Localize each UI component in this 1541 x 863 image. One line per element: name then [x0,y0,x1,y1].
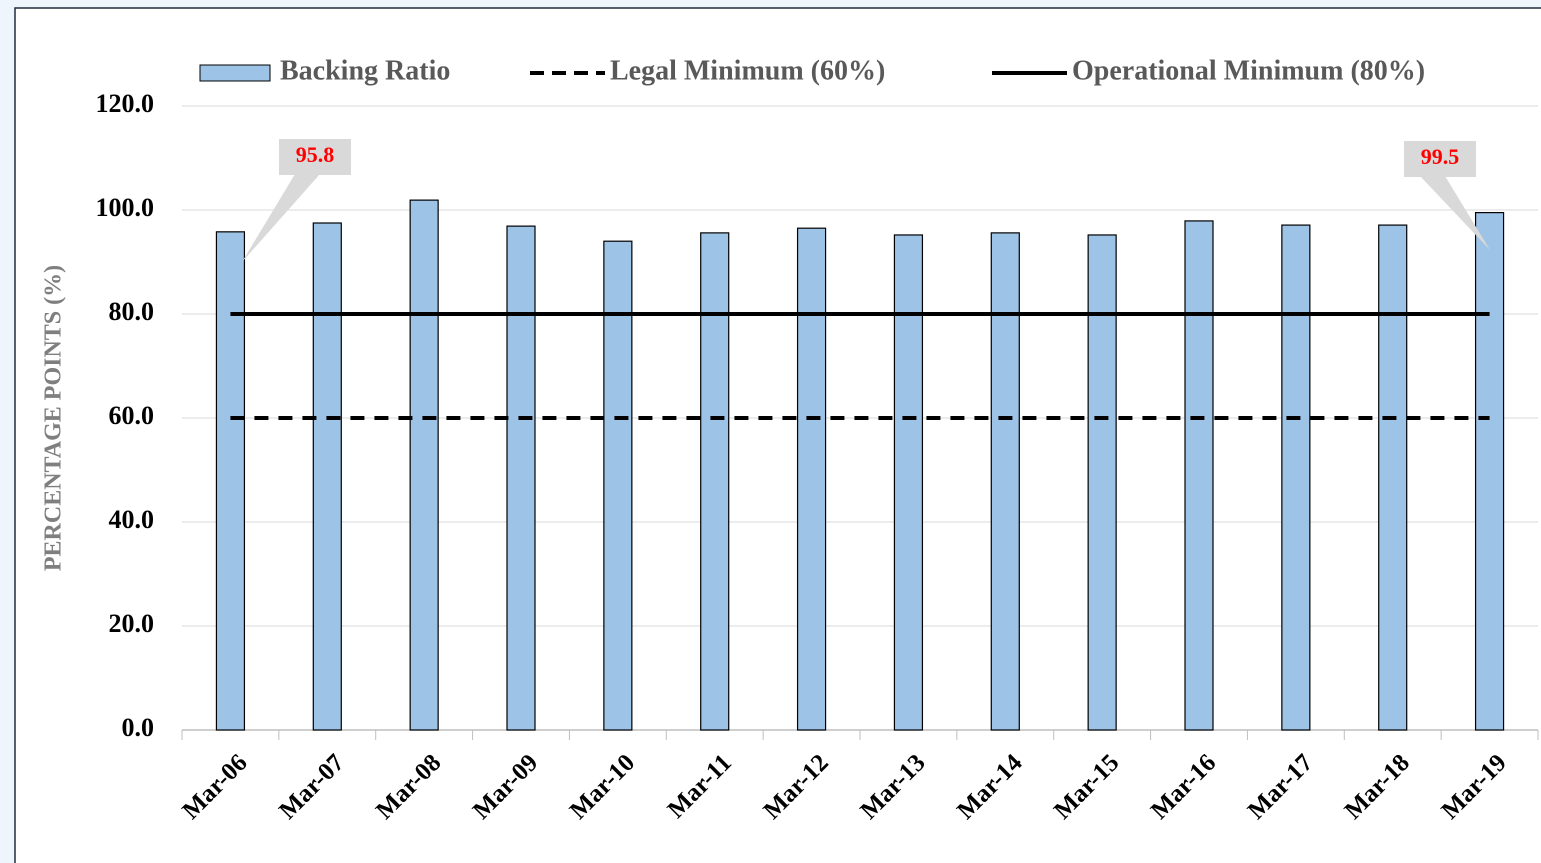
bar [796,227,827,731]
bar [1087,234,1117,731]
data-label: 99.5 [1421,144,1460,169]
bar [1474,212,1505,731]
bar [1184,220,1214,731]
bar [409,199,439,731]
y-tick-label: 0.0 [122,713,155,742]
y-tick-label: 20.0 [109,609,155,638]
legend-swatch [199,64,271,82]
bar [990,232,1020,731]
callout-box [279,139,351,175]
y-axis-title: PERCENTAGE POINTS (%) [41,265,67,571]
bar [603,240,633,731]
callout-box [1404,141,1476,177]
bar [1378,224,1408,731]
bar [893,234,924,731]
data-label: 95.8 [296,142,335,167]
callout-pointer [242,174,320,262]
bar [506,225,536,731]
bar [215,231,246,731]
bar [700,232,730,731]
callout-pointer [1420,176,1490,250]
y-tick-label: 100.0 [96,193,155,222]
y-tick-label: 40.0 [109,505,155,534]
legend-label: Operational Minimum (80%) [1072,55,1425,86]
y-tick-label: 120.0 [96,89,155,118]
legend-label: Legal Minimum (60%) [610,55,885,86]
y-tick-label: 80.0 [109,297,155,326]
bar [1281,224,1311,731]
legend-label: Backing Ratio [280,55,450,86]
bar [312,222,342,731]
y-tick-label: 60.0 [109,401,155,430]
